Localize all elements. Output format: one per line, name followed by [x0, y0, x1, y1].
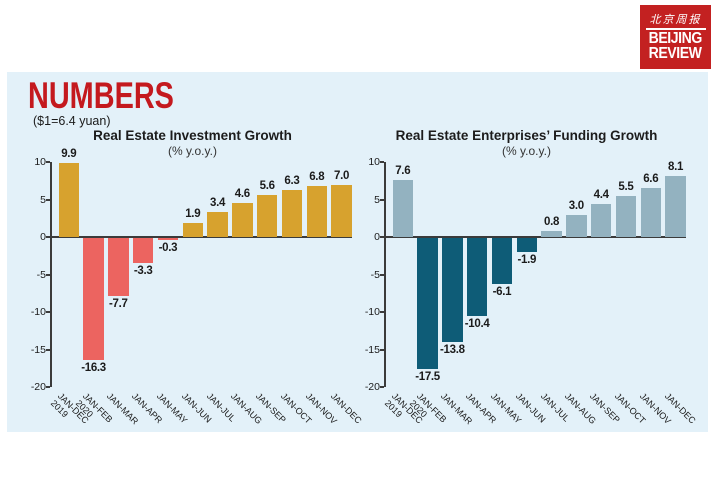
bar-value-label: -6.1 [492, 285, 512, 298]
bar [566, 214, 587, 237]
bar [541, 231, 562, 237]
y-axis-tick-mark [46, 311, 50, 313]
y-axis-tick-label: 10 [368, 156, 380, 168]
bar [665, 176, 686, 237]
y-axis-tick-mark [46, 348, 50, 351]
y-axis-tick-mark [380, 348, 384, 351]
chart-subtitle: (% y.o.y.) [502, 144, 551, 158]
y-axis-tick-mark [380, 273, 384, 276]
page-title: NUMBERS [28, 75, 174, 116]
chart-title: Real Estate Investment Growth [93, 128, 292, 143]
x-axis-zero-line [52, 236, 352, 238]
logo-text-beijing: BEIJING [648, 30, 703, 47]
bar [306, 186, 327, 237]
bar-value-label: 6.6 [643, 172, 659, 185]
bar [640, 187, 661, 237]
bar-value-label: -16.3 [81, 362, 106, 375]
bar [182, 222, 203, 237]
bar [207, 211, 228, 237]
y-axis-tick-mark [380, 236, 384, 238]
y-axis-tick-label: -5 [36, 268, 46, 281]
plot-area: 10 5 0 -5 -10 -15 -20 7.6 JAN-DEC 2019 -17.5 JAN-F… [365, 157, 697, 427]
logo-divider [645, 28, 706, 30]
bar-value-label: 5.6 [259, 180, 275, 192]
logo-chinese-text: 北京周报 [649, 14, 702, 26]
y-axis-tick-label: 10 [34, 156, 46, 168]
chart-subtitle: (% y.o.y.) [168, 144, 217, 158]
bar-value-label: 0.8 [544, 216, 560, 228]
bar-value-label: -0.3 [158, 242, 178, 255]
bar-value-label: 1.9 [185, 207, 201, 220]
bar-value-label: -3.3 [133, 264, 153, 277]
y-axis-tick-mark [46, 273, 50, 276]
bar [108, 238, 129, 296]
plot-area: 10 5 0 -5 -10 -15 -20 9.9 JAN-DEC 2019 -16.3 JAN-F… [31, 148, 363, 427]
bar-value-label: 4.4 [593, 189, 609, 201]
y-axis-tick-mark [46, 161, 50, 163]
logo-text-review: REVIEW [649, 45, 702, 62]
bar-value-label: 4.6 [234, 187, 250, 200]
bar [392, 180, 413, 237]
y-axis-tick-mark [46, 386, 50, 388]
bar-value-label: 9.9 [61, 147, 77, 160]
bar [590, 204, 612, 237]
exchange-rate-note: ($1=6.4 yuan) [33, 114, 111, 128]
bar-value-label: -10.4 [464, 318, 490, 330]
bar-value-label: 6.3 [284, 174, 300, 187]
chart-real-estate-investment-growth: Real Estate Investment Growth (% y.o.y.)… [20, 128, 365, 427]
chart-title: Real Estate Enterprises’ Funding Growth [395, 128, 658, 143]
bar [442, 238, 463, 342]
y-axis-tick-label: 0 [40, 231, 46, 243]
bar [232, 202, 253, 237]
y-axis-tick-mark [46, 198, 50, 201]
y-axis-tick-label: -20 [30, 381, 46, 393]
bar [491, 238, 513, 284]
bar [516, 238, 537, 253]
bar-value-label: 5.5 [618, 180, 634, 193]
bar [157, 238, 179, 241]
bar-value-label: 8.1 [668, 161, 684, 174]
bar [83, 238, 104, 361]
bar [256, 195, 278, 237]
bar-value-label: 3.0 [568, 199, 584, 212]
bar [331, 184, 352, 237]
y-axis-tick-label: 5 [40, 193, 46, 206]
bar-value-label: 3.4 [210, 196, 226, 209]
y-axis-tick-mark [380, 161, 384, 163]
y-axis-tick-mark [46, 236, 50, 238]
y-axis-tick-label: -15 [30, 343, 46, 356]
bar-value-label: 7.6 [395, 165, 411, 177]
bar [58, 162, 79, 237]
y-axis-tick-mark [380, 198, 384, 201]
y-axis-tick-label: 5 [374, 193, 380, 206]
y-axis-tick-label: -5 [370, 268, 380, 281]
chart-real-estate-funding-growth: Real Estate Enterprises’ Funding Growth … [354, 128, 699, 427]
bar-value-label: -17.5 [415, 371, 440, 384]
beijing-review-logo: 北京周报 BEIJING REVIEW [640, 5, 711, 69]
y-axis-tick-label: -20 [364, 381, 380, 393]
y-axis-tick-mark [380, 311, 384, 313]
bar-value-label: -13.8 [439, 343, 465, 356]
bar-value-label: 7.0 [334, 169, 350, 182]
bar [615, 195, 637, 237]
x-axis-zero-line [386, 236, 686, 238]
bar [417, 238, 438, 370]
bar [466, 238, 488, 316]
bar [281, 189, 303, 237]
bar-value-label: 6.8 [309, 171, 325, 183]
y-axis-tick-label: 0 [374, 231, 380, 243]
y-axis-tick-label: -10 [364, 306, 380, 318]
bar-value-label: -1.9 [517, 254, 537, 267]
y-axis-tick-label: -10 [30, 306, 46, 318]
bar-value-label: -7.7 [109, 297, 128, 310]
y-axis-tick-mark [380, 386, 384, 388]
bar [132, 238, 154, 263]
y-axis-tick-label: -15 [364, 343, 380, 356]
